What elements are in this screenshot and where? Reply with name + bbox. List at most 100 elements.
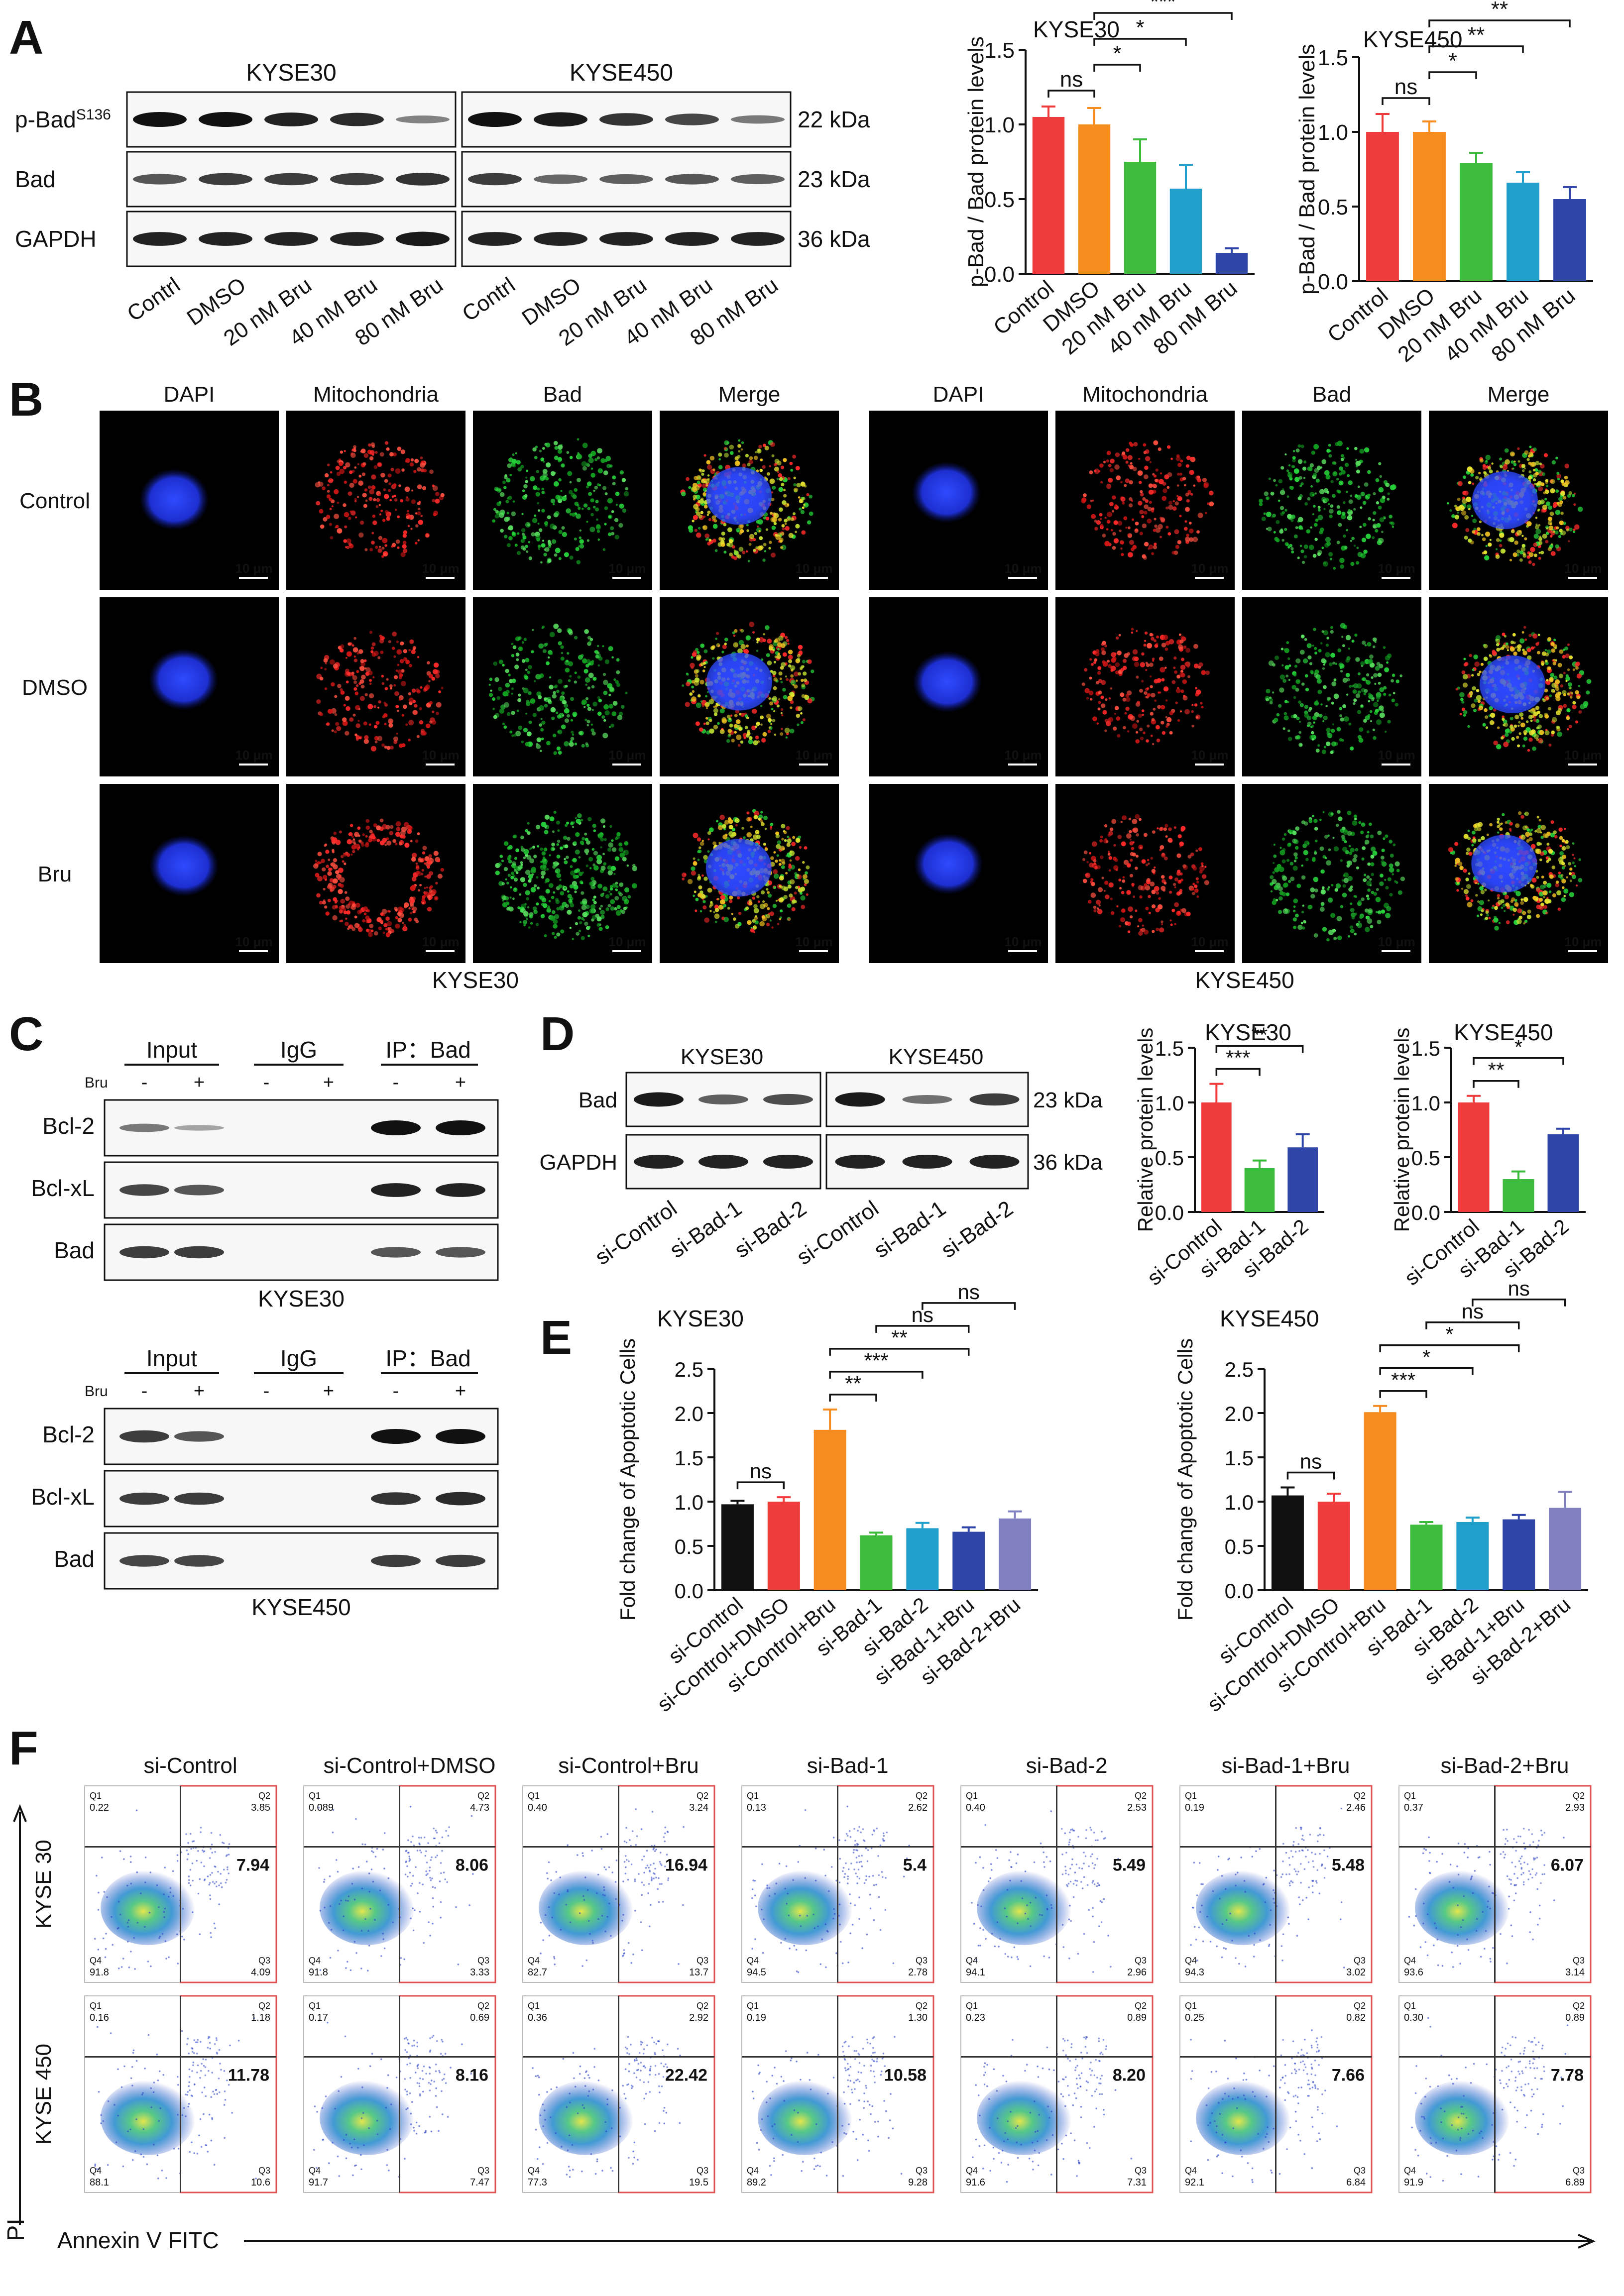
fluorescence-punctum bbox=[1279, 490, 1285, 495]
fluorescence-punctum bbox=[586, 720, 590, 724]
fluorescence-punctum bbox=[1518, 721, 1521, 724]
fluorescence-punctum bbox=[1303, 555, 1307, 558]
fluorescence-punctum bbox=[1451, 514, 1455, 518]
fluorescence-punctum bbox=[1096, 520, 1101, 525]
fluorescence-punctum bbox=[502, 902, 508, 908]
fluorescence-punctum bbox=[1090, 500, 1093, 502]
fluorescence-punctum bbox=[1164, 666, 1167, 669]
fluorescence-punctum bbox=[744, 726, 748, 730]
fluorescence-punctum bbox=[686, 477, 690, 481]
fluorescence-punctum bbox=[554, 446, 559, 450]
fluorescence-punctum bbox=[1196, 716, 1198, 719]
lane-label: Contrl bbox=[458, 273, 519, 326]
fluorescence-punctum bbox=[512, 458, 517, 464]
fluorescence-punctum bbox=[525, 870, 531, 875]
fluorescence-punctum bbox=[691, 685, 694, 689]
fluorescence-punctum bbox=[604, 492, 608, 495]
fluorescence-punctum bbox=[371, 541, 375, 545]
fluorescence-punctum bbox=[749, 534, 755, 540]
fluorescence-punctum bbox=[368, 932, 373, 937]
fluorescence-punctum bbox=[601, 715, 605, 719]
fluorescence-punctum bbox=[1380, 874, 1384, 878]
fluorescence-punctum bbox=[528, 926, 531, 929]
fluorescence-punctum bbox=[760, 705, 763, 707]
fluorescence-punctum bbox=[797, 723, 800, 726]
wb-band bbox=[731, 232, 785, 246]
fluorescence-punctum bbox=[1193, 484, 1195, 487]
wb-band bbox=[731, 174, 785, 185]
fluorescence-punctum bbox=[548, 540, 551, 543]
fluorescence-punctum bbox=[562, 714, 565, 717]
fluorescence-punctum bbox=[369, 450, 375, 455]
fluorescence-punctum bbox=[350, 452, 356, 458]
fluorescence-punctum bbox=[569, 513, 573, 516]
fluorescence-punctum bbox=[1517, 744, 1520, 748]
fluorescence-punctum bbox=[1314, 468, 1319, 473]
fluorescence-punctum bbox=[1540, 482, 1545, 486]
fluorescence-punctum bbox=[393, 736, 399, 742]
fluorescence-punctum bbox=[353, 449, 356, 452]
fluorescence-punctum bbox=[1134, 529, 1139, 533]
fluorescence-punctum bbox=[357, 720, 360, 722]
fluorescence-punctum bbox=[1142, 714, 1144, 716]
fluorescence-punctum bbox=[1179, 639, 1184, 644]
fluorescence-punctum bbox=[1276, 713, 1280, 717]
fluorescence-punctum bbox=[380, 921, 383, 924]
fluorescence-punctum bbox=[330, 868, 333, 871]
fluorescence-punctum bbox=[588, 640, 592, 644]
fluorescence-punctum bbox=[1524, 537, 1527, 541]
fluorescence-punctum bbox=[616, 683, 620, 687]
fluorescence-punctum bbox=[346, 706, 350, 711]
fluorescence-punctum bbox=[1315, 749, 1320, 753]
fluorescence-punctum bbox=[1311, 731, 1314, 735]
fluorescence-punctum bbox=[790, 517, 795, 521]
fluorescence-punctum bbox=[625, 487, 629, 491]
condition-label: Bru bbox=[38, 862, 72, 886]
significance-bracket bbox=[1428, 71, 1477, 79]
fluorescence-punctum bbox=[1165, 506, 1169, 510]
fluorescence-punctum bbox=[1126, 863, 1131, 868]
fluorescence-punctum bbox=[1358, 738, 1364, 743]
fluorescence-punctum bbox=[504, 691, 508, 696]
fluorescence-punctum bbox=[1533, 534, 1539, 539]
fluorescence-punctum bbox=[1148, 545, 1154, 549]
fluorescence-punctum bbox=[1556, 526, 1559, 530]
fluorescence-punctum bbox=[1553, 639, 1556, 642]
fluorescence-punctum bbox=[569, 884, 574, 888]
fluorescence-punctum bbox=[1496, 744, 1502, 750]
wb-band bbox=[599, 174, 653, 185]
micrograph-bad: 10 μm bbox=[1242, 784, 1421, 963]
fluorescence-punctum bbox=[1299, 650, 1305, 655]
molecular-weight-label: 36 kDa bbox=[798, 226, 870, 252]
fluorescence-punctum bbox=[1132, 656, 1137, 661]
fluorescence-punctum bbox=[1175, 545, 1179, 549]
scale-bar-label: 10 μm bbox=[1378, 934, 1415, 949]
fluorescence-punctum bbox=[1472, 519, 1477, 523]
scale-bar-label: 10 μm bbox=[608, 561, 646, 576]
fluorescence-punctum bbox=[1281, 664, 1284, 667]
fluorescence-punctum bbox=[1149, 461, 1152, 463]
fluorescence-punctum bbox=[573, 713, 577, 717]
fluorescence-punctum bbox=[703, 666, 706, 668]
fluorescence-punctum bbox=[801, 904, 806, 909]
fluorescence-punctum bbox=[540, 861, 543, 863]
fluorescence-punctum bbox=[767, 639, 772, 644]
fluorescence-punctum bbox=[1173, 826, 1176, 829]
fluorescence-punctum bbox=[553, 623, 559, 629]
fluorescence-punctum bbox=[1160, 536, 1162, 539]
fluorescence-punctum bbox=[763, 815, 768, 820]
fluorescence-punctum bbox=[409, 663, 412, 667]
fluorescence-punctum bbox=[1464, 515, 1469, 520]
fluorescence-punctum bbox=[549, 652, 553, 656]
fluorescence-punctum bbox=[533, 884, 537, 888]
fluorescence-punctum bbox=[1290, 486, 1294, 490]
fluorescence-punctum bbox=[1303, 850, 1308, 856]
fluorescence-punctum bbox=[1319, 489, 1325, 494]
fluorescence-punctum bbox=[1364, 644, 1367, 647]
fluorescence-punctum bbox=[1514, 541, 1518, 545]
fluorescence-punctum bbox=[593, 829, 596, 832]
fluorescence-punctum bbox=[1357, 551, 1363, 557]
fluorescence-punctum bbox=[1367, 831, 1370, 834]
fluorescence-punctum bbox=[1144, 691, 1148, 695]
fluorescence-punctum bbox=[1351, 537, 1355, 541]
